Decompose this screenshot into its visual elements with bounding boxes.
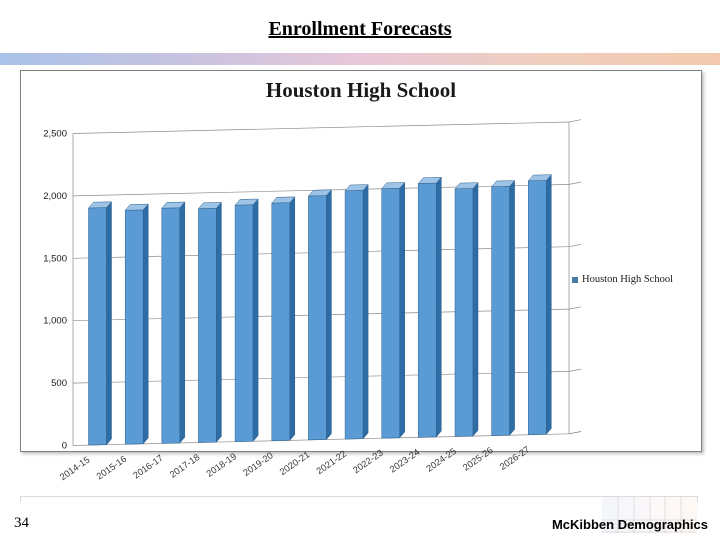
svg-text:2025-26: 2025-26 <box>461 445 495 473</box>
svg-text:2024-25: 2024-25 <box>424 446 458 474</box>
svg-text:500: 500 <box>51 378 67 389</box>
svg-text:1,000: 1,000 <box>43 316 67 327</box>
svg-text:2021-22: 2021-22 <box>315 449 349 477</box>
svg-text:2016-17: 2016-17 <box>131 453 165 481</box>
svg-text:2015-16: 2015-16 <box>95 454 129 482</box>
svg-text:2,000: 2,000 <box>43 191 67 202</box>
svg-text:2017-18: 2017-18 <box>168 452 202 480</box>
svg-text:1,500: 1,500 <box>43 253 67 264</box>
svg-text:2022-23: 2022-23 <box>351 448 385 476</box>
svg-text:2019-20: 2019-20 <box>241 450 275 478</box>
svg-text:0: 0 <box>62 441 67 452</box>
svg-text:2014-15: 2014-15 <box>58 455 92 483</box>
svg-text:2018-19: 2018-19 <box>205 451 239 479</box>
svg-text:2020-21: 2020-21 <box>278 449 312 477</box>
svg-text:2,500: 2,500 <box>43 129 67 140</box>
svg-text:2023-24: 2023-24 <box>388 447 422 475</box>
svg-text:2026-27: 2026-27 <box>498 444 532 472</box>
